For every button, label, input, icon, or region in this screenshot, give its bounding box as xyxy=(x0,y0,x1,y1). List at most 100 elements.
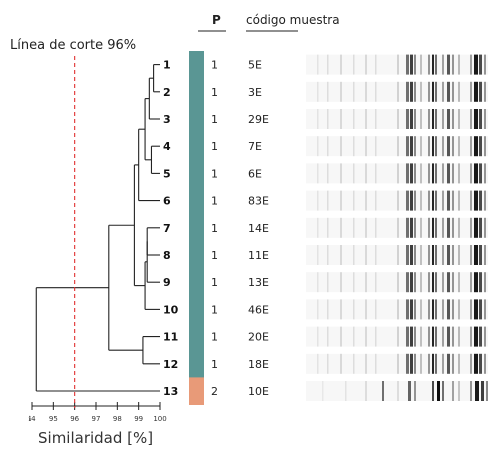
gel-band xyxy=(340,272,342,293)
gel-lane-background xyxy=(306,217,488,238)
gel-band xyxy=(365,381,367,401)
gel-band xyxy=(365,81,367,102)
gel-band xyxy=(458,381,460,401)
leaf-label-10: 10 xyxy=(163,303,179,316)
gel-band xyxy=(414,245,416,265)
pattern-bar-segment-8 xyxy=(189,241,204,269)
gel-band xyxy=(406,54,409,75)
gel-band xyxy=(353,245,355,265)
gel-band xyxy=(474,326,478,347)
gel-band xyxy=(365,217,367,238)
gel-band xyxy=(458,190,460,211)
gel-band xyxy=(432,54,434,75)
gel-lane-9 xyxy=(306,272,488,293)
gel-band xyxy=(327,163,329,184)
sample-code-12: 18E xyxy=(248,358,269,371)
gel-band xyxy=(340,299,342,320)
gel-band xyxy=(410,136,413,157)
gel-band xyxy=(479,109,482,129)
gel-band xyxy=(397,381,399,401)
gel-band xyxy=(479,54,482,75)
axis-tick-label-100: 100 xyxy=(153,415,166,423)
gel-band xyxy=(479,326,482,347)
pattern-column: 1 1 1 1 1 1 1 1 1 1 1 1 2 xyxy=(189,51,218,405)
gel-band xyxy=(474,217,478,238)
gel-band xyxy=(484,190,486,211)
gel-band xyxy=(406,217,409,238)
gel-band xyxy=(435,109,437,129)
gel-band xyxy=(410,299,413,320)
gel-band xyxy=(420,54,422,75)
gel-band xyxy=(353,81,355,102)
gel-band xyxy=(317,326,319,347)
gel-band xyxy=(353,109,355,129)
gel-band xyxy=(410,272,413,293)
gel-band xyxy=(420,163,422,184)
gel-band xyxy=(484,136,486,157)
gel-band xyxy=(432,81,434,102)
gel-band xyxy=(420,245,422,265)
gel-band xyxy=(414,163,416,184)
gel-band xyxy=(447,299,450,320)
gel-band xyxy=(410,326,413,347)
sample-code-5: 6E xyxy=(248,167,262,180)
gel-lane-5 xyxy=(306,163,488,184)
gel-band xyxy=(317,136,319,157)
gel-band xyxy=(428,163,430,184)
gel-band xyxy=(470,326,472,347)
gel-band xyxy=(410,245,413,265)
pattern-value-1: 1 xyxy=(211,59,218,72)
leaf-label-1: 1 xyxy=(163,59,171,72)
leaf-label-6: 6 xyxy=(163,195,171,208)
cutoff-label: Línea de corte 96% xyxy=(10,38,136,53)
gel-band xyxy=(435,190,437,211)
sample-code-7: 14E xyxy=(248,222,269,235)
gel-band xyxy=(414,136,416,157)
gel-band xyxy=(406,109,409,129)
pattern-bar-segment-5 xyxy=(189,159,204,188)
gel-band xyxy=(353,54,355,75)
gel-lane-background xyxy=(306,353,488,374)
gel-band xyxy=(340,245,342,265)
gel-band xyxy=(435,272,437,293)
gel-lane-2 xyxy=(306,81,488,102)
gel-band xyxy=(452,272,454,293)
gel-band xyxy=(470,136,472,157)
gel-band xyxy=(452,163,454,184)
gel-band xyxy=(479,272,482,293)
gel-band xyxy=(420,326,422,347)
pattern-bar-segment-10 xyxy=(189,295,204,324)
gel-band xyxy=(474,299,478,320)
gel-band xyxy=(397,163,399,184)
gel-band xyxy=(414,81,416,102)
gel-band xyxy=(470,272,472,293)
pattern-value-2: 1 xyxy=(211,86,218,99)
leaf-label-7: 7 xyxy=(163,222,171,235)
gel-band xyxy=(317,54,319,75)
gel-band xyxy=(435,245,437,265)
pattern-value-9: 1 xyxy=(211,276,218,289)
sample-code-column-header: código muestra xyxy=(246,13,340,27)
gel-band xyxy=(375,81,377,102)
gel-band xyxy=(375,245,377,265)
gel-band xyxy=(365,109,367,129)
leaf-label-5: 5 xyxy=(163,167,171,180)
gel-band xyxy=(452,381,454,401)
gel-band xyxy=(447,163,450,184)
gel-band xyxy=(442,245,444,265)
gel-band xyxy=(484,272,486,293)
gel-band xyxy=(375,299,377,320)
gel-band xyxy=(406,190,409,211)
gel-band xyxy=(410,163,413,184)
gel-band xyxy=(365,353,367,374)
pattern-bar-segment-1 xyxy=(189,51,204,79)
gel-band xyxy=(317,109,319,129)
gel-band xyxy=(327,326,329,347)
gel-band xyxy=(470,109,472,129)
gel-band xyxy=(442,81,444,102)
leaf-label-2: 2 xyxy=(163,86,171,99)
gel-band xyxy=(435,299,437,320)
gel-band xyxy=(452,299,454,320)
gel-band xyxy=(327,109,329,129)
gel-band xyxy=(365,163,367,184)
